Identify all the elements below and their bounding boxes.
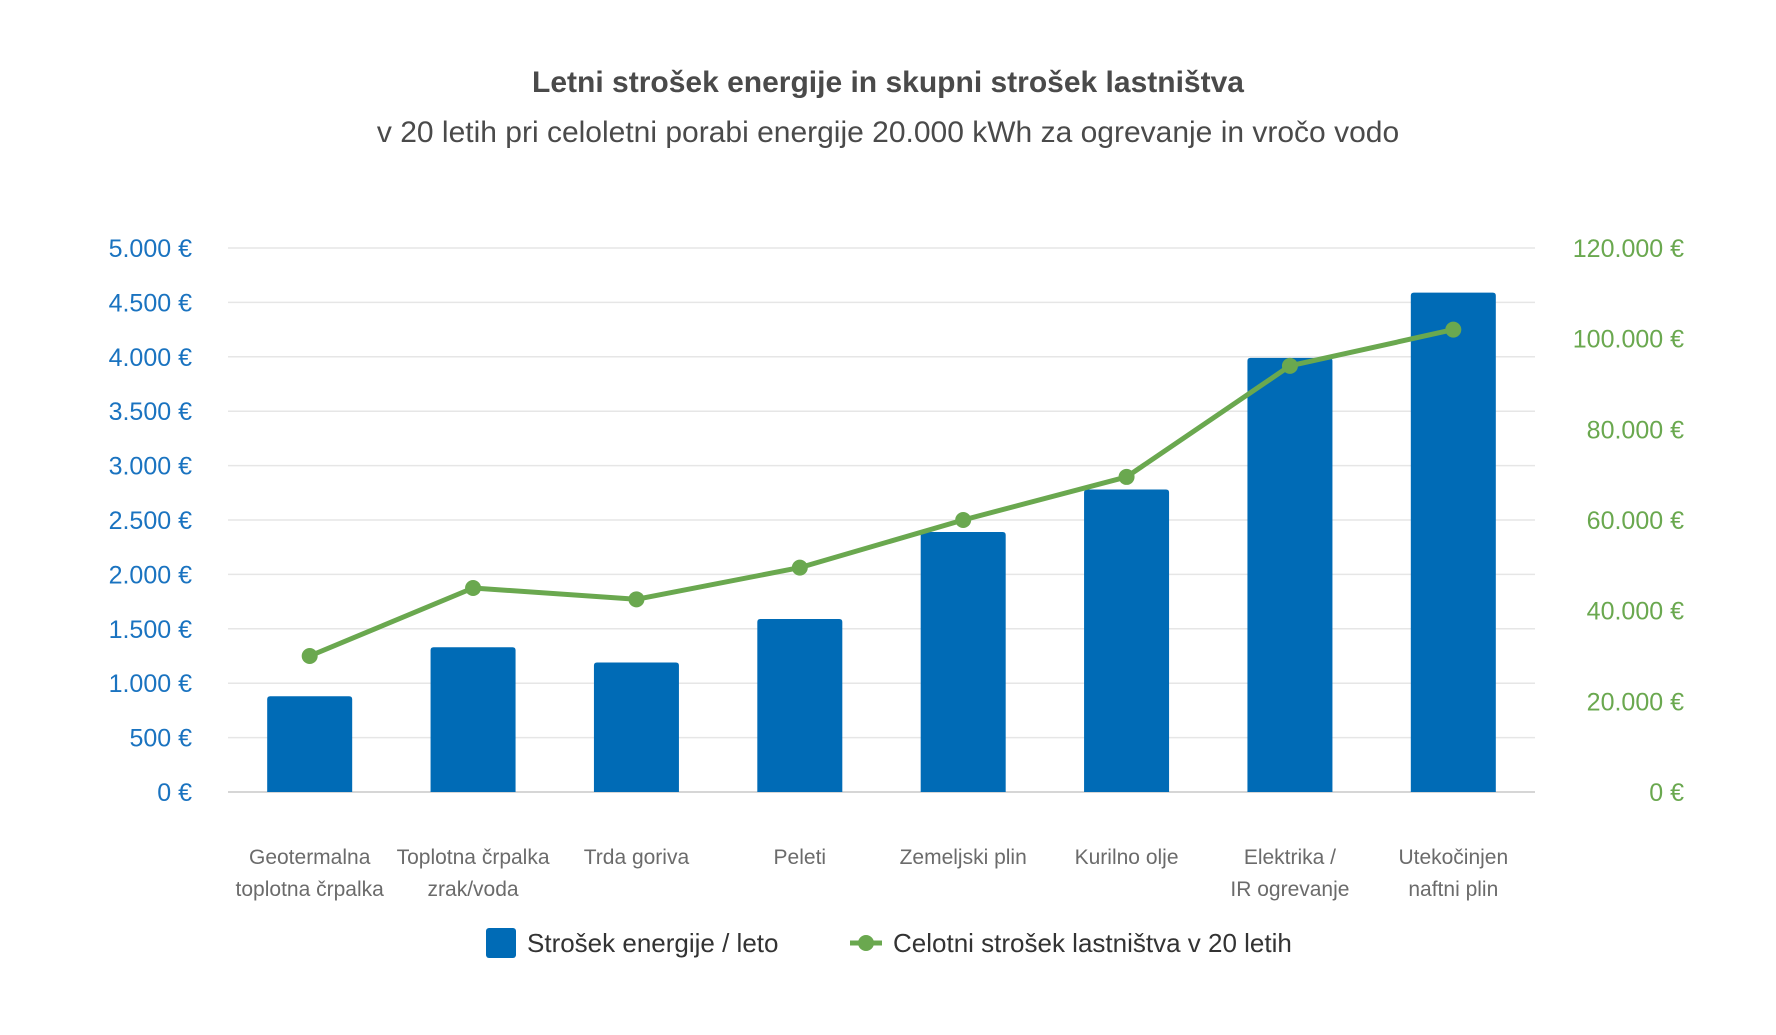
bar (757, 619, 843, 792)
x-tick-label: Geotermalna toplotna črpalka (236, 846, 385, 901)
legend-label-bar: Strošek energije / leto (527, 928, 778, 958)
x-tick-label: Elektrika / IR ogrevanje (1230, 846, 1349, 901)
line-point (301, 648, 318, 664)
legend-swatch-bar (486, 928, 516, 958)
y-left-tick-label: 500 € (129, 725, 192, 753)
y-right-tick-label: 40.000 € (1587, 598, 1684, 626)
x-tick-label: Zemeljski plin (900, 846, 1027, 869)
y-right-tick-label: 120.000 € (1573, 235, 1684, 263)
y-left-tick-label: 1.500 € (109, 616, 193, 644)
x-tick-label-line: Utekočinjen (1398, 846, 1508, 869)
bar (430, 647, 516, 792)
y-left-tick-label: 4.500 € (109, 289, 193, 317)
y-left-tick-label: 2.000 € (109, 561, 193, 589)
x-tick-label: Trda goriva (584, 846, 690, 869)
y-left-tick-label: 1.000 € (109, 670, 193, 698)
line-point (465, 580, 482, 596)
y-right-tick-label: 60.000 € (1587, 507, 1684, 535)
bar (920, 531, 1006, 792)
x-tick-label: Utekočinjen naftni plin (1398, 846, 1508, 901)
line-point (1281, 357, 1298, 374)
x-tick-label: Peleti (774, 846, 827, 869)
x-tick-label: Kurilno olje (1075, 846, 1179, 869)
x-tick-label-line: zrak/voda (428, 878, 519, 901)
y-left-tick-label: 5.000 € (109, 235, 193, 263)
bar (1410, 292, 1496, 792)
x-tick-label-line: IR ogrevanje (1230, 878, 1349, 901)
chart-subtitle: v 20 letih pri celoletni porabi energije… (376, 116, 1400, 149)
y-left-tick-label: 0 € (157, 779, 192, 807)
y-left-tick-label: 4.000 € (109, 344, 193, 372)
x-tick-label-line: Toplotna črpalka (397, 846, 550, 869)
x-tick-label-line: Kurilno olje (1075, 846, 1179, 869)
bar (593, 662, 679, 792)
line-point (1445, 321, 1462, 338)
legend-swatch-marker (858, 935, 874, 951)
y-left-tick-label: 3.500 € (109, 398, 193, 426)
x-tick-label-line: Elektrika / (1244, 846, 1336, 869)
bar (1247, 357, 1333, 792)
y-right-tick-label: 80.000 € (1587, 416, 1684, 444)
x-tick-label-line: Geotermalna (249, 846, 371, 869)
y-right-tick-label: 20.000 € (1587, 688, 1684, 716)
y-left-tick-label: 3.000 € (109, 453, 193, 481)
y-left-tick-label: 2.500 € (109, 507, 193, 535)
line-point (628, 591, 645, 608)
line-point (955, 512, 972, 528)
legend-label-line: Celotni strošek lastništva v 20 letih (893, 928, 1292, 958)
x-tick-label-line: Trda goriva (584, 846, 690, 869)
chart-title: Letni strošek energije in skupni strošek… (532, 66, 1244, 99)
x-tick-label: Toplotna črpalka zrak/voda (397, 846, 550, 901)
x-tick-label-line: naftni plin (1408, 878, 1498, 901)
x-tick-label-line: Peleti (774, 846, 827, 869)
series-line (308, 327, 1454, 659)
bar (267, 696, 353, 792)
x-tick-label-line: toplotna črpalka (236, 878, 385, 901)
bar (1084, 489, 1170, 792)
y-right-tick-label: 100.000 € (1573, 326, 1684, 354)
y-right-tick-label: 0 € (1649, 779, 1684, 807)
line-point (791, 559, 808, 576)
line-point (1118, 468, 1135, 485)
x-tick-label-line: Zemeljski plin (900, 846, 1027, 869)
